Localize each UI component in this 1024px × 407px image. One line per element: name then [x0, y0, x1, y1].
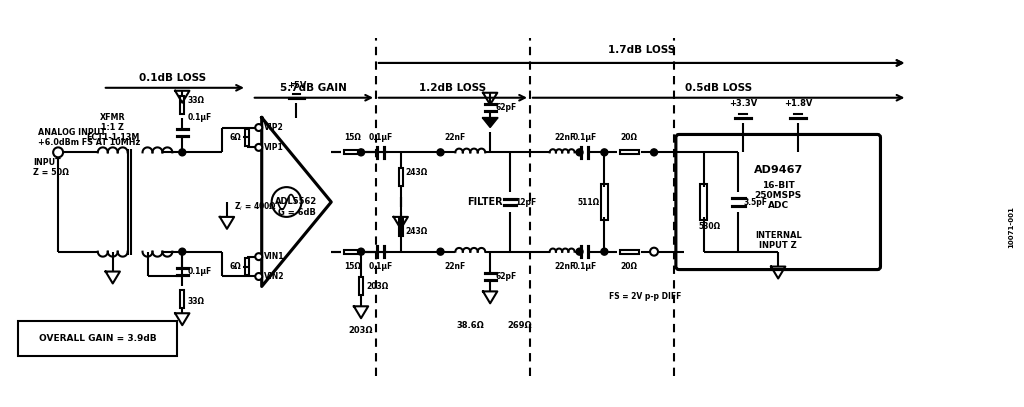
- Circle shape: [577, 248, 583, 255]
- Circle shape: [437, 149, 444, 156]
- Text: 511Ω: 511Ω: [578, 197, 599, 206]
- Text: 0.1μF: 0.1μF: [369, 133, 393, 142]
- Text: 3.5pF: 3.5pF: [743, 197, 767, 206]
- Text: 38.6Ω: 38.6Ω: [457, 321, 484, 330]
- Bar: [399, 218, 402, 236]
- Text: FS = 2V p-p DIFF: FS = 2V p-p DIFF: [609, 292, 682, 301]
- Text: ADL5562
G = 6dB: ADL5562 G = 6dB: [275, 197, 317, 217]
- Circle shape: [255, 253, 262, 260]
- Text: 0.1dB LOSS: 0.1dB LOSS: [139, 73, 206, 83]
- Text: VIN1: VIN1: [264, 252, 285, 261]
- Circle shape: [255, 273, 262, 280]
- Text: 12pF: 12pF: [515, 197, 537, 206]
- Text: INTERNAL
INPUT Z: INTERNAL INPUT Z: [755, 231, 802, 250]
- Bar: [399, 168, 402, 186]
- Text: 269Ω: 269Ω: [508, 321, 532, 330]
- Bar: [180, 291, 184, 308]
- Text: 16-BIT
250MSPS
ADC: 16-BIT 250MSPS ADC: [755, 181, 802, 210]
- Circle shape: [601, 248, 608, 255]
- Text: VIP1: VIP1: [264, 143, 284, 152]
- Text: 243Ω: 243Ω: [406, 227, 428, 236]
- Text: 20Ω: 20Ω: [621, 133, 638, 142]
- Text: 0.1μF: 0.1μF: [187, 267, 212, 276]
- Text: 22nF: 22nF: [554, 133, 575, 142]
- Text: 62pF: 62pF: [496, 272, 516, 281]
- Circle shape: [357, 149, 365, 156]
- Text: 33Ω: 33Ω: [187, 96, 204, 105]
- Bar: [601, 184, 608, 220]
- Bar: [180, 96, 184, 114]
- Text: 203Ω: 203Ω: [366, 282, 388, 291]
- Text: 0.1μF: 0.1μF: [572, 262, 597, 271]
- Text: 62pF: 62pF: [496, 103, 516, 112]
- Text: VIP2: VIP2: [264, 123, 284, 132]
- Polygon shape: [482, 118, 498, 127]
- Text: 22nF: 22nF: [444, 262, 466, 271]
- Text: INPUT
Z = 50Ω: INPUT Z = 50Ω: [34, 158, 70, 177]
- Circle shape: [650, 248, 658, 256]
- Text: +1.8V: +1.8V: [783, 98, 812, 108]
- Text: 0.1μF: 0.1μF: [572, 133, 597, 142]
- Text: 22nF: 22nF: [554, 262, 575, 271]
- Bar: [700, 184, 708, 220]
- Text: +5V: +5V: [287, 81, 306, 90]
- Text: 5.7dB GAIN: 5.7dB GAIN: [281, 83, 347, 93]
- Bar: [344, 150, 362, 154]
- Text: 0.1μF: 0.1μF: [369, 262, 393, 271]
- Circle shape: [357, 248, 365, 255]
- Text: OVERALL GAIN = 3.9dB: OVERALL GAIN = 3.9dB: [39, 334, 157, 343]
- Text: 20Ω: 20Ω: [621, 262, 638, 271]
- Text: XFMR
1:1 Z
ECT1-1-13M: XFMR 1:1 Z ECT1-1-13M: [86, 113, 139, 142]
- Circle shape: [437, 248, 444, 255]
- Text: 0.1μF: 0.1μF: [187, 113, 212, 122]
- Text: 15Ω: 15Ω: [345, 262, 361, 271]
- Text: AD9467: AD9467: [754, 165, 803, 175]
- Text: 530Ω: 530Ω: [698, 222, 721, 231]
- Text: 22nF: 22nF: [444, 133, 466, 142]
- Bar: [18, 321, 177, 356]
- Text: ANALOG INPUT
+6.0dBm FS AT 10MHz: ANALOG INPUT +6.0dBm FS AT 10MHz: [38, 128, 140, 147]
- Text: FILTER: FILTER: [467, 197, 503, 207]
- Circle shape: [179, 149, 185, 156]
- Text: 15Ω: 15Ω: [345, 133, 361, 142]
- Circle shape: [577, 149, 583, 156]
- Bar: [359, 278, 362, 295]
- Text: 0.5dB LOSS: 0.5dB LOSS: [685, 83, 753, 93]
- Text: 243Ω: 243Ω: [406, 168, 428, 177]
- Bar: [245, 129, 249, 146]
- Bar: [344, 249, 362, 254]
- Circle shape: [650, 149, 657, 156]
- Text: 33Ω: 33Ω: [187, 297, 204, 306]
- Text: 6Ω: 6Ω: [229, 133, 241, 142]
- Text: 203Ω: 203Ω: [349, 326, 374, 335]
- Circle shape: [53, 147, 63, 158]
- Circle shape: [601, 149, 608, 156]
- Bar: [620, 150, 639, 154]
- Text: Z$_i$ = 400Ω: Z$_i$ = 400Ω: [233, 201, 278, 213]
- Text: 10071-001: 10071-001: [1009, 206, 1015, 248]
- Bar: [620, 249, 639, 254]
- Text: VIN2: VIN2: [264, 272, 285, 281]
- Circle shape: [255, 144, 262, 151]
- Bar: [245, 258, 249, 275]
- Circle shape: [255, 124, 262, 131]
- Text: 1.7dB LOSS: 1.7dB LOSS: [608, 45, 675, 55]
- Text: 6Ω: 6Ω: [229, 262, 241, 271]
- Text: +3.3V: +3.3V: [729, 98, 758, 108]
- Text: 1.2dB LOSS: 1.2dB LOSS: [420, 83, 486, 93]
- Circle shape: [179, 248, 185, 255]
